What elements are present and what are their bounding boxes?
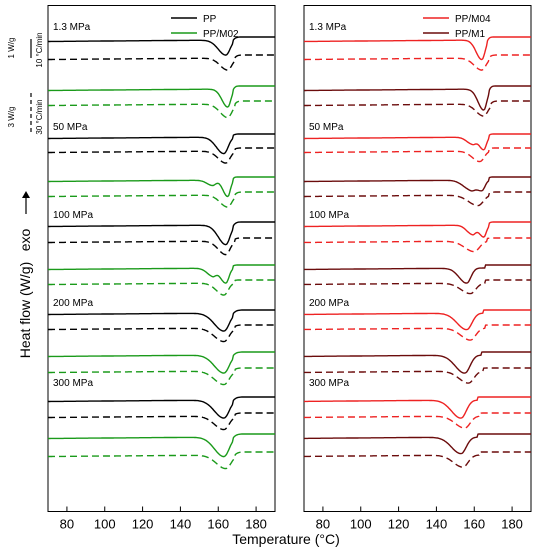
right-pressure-label: 100 MPa <box>309 210 349 221</box>
scale-bar-2-rate: 30 °C/min <box>35 99 44 134</box>
left-curve-pp-1.3mpa-solid <box>48 36 275 56</box>
right-curve-pp-m04-300mpa-dashed <box>304 412 531 429</box>
left-curve-pp-m02-300mpa-dashed <box>48 451 275 470</box>
scale-bar-1-value: 1 W/g <box>7 38 16 59</box>
right-curve-pp-m04-100mpa-solid <box>304 221 531 238</box>
right-curve-pp-m1-300mpa-solid <box>304 433 531 455</box>
panel-right: 80 100 120 140 160 180 1.3 MPa 50 MPa 100 MPa 20… <box>303 5 532 532</box>
left-curve-pp-m02-100mpa-solid <box>48 264 275 284</box>
right-curve-pp-m1-100mpa-dashed <box>304 279 531 295</box>
right-curve-pp-m04-200mpa-dashed <box>304 324 531 341</box>
left-legend-label: PP/M02 <box>203 29 239 40</box>
left-curve-pp-100mpa-solid <box>48 221 275 246</box>
exo-label: exo <box>17 229 33 252</box>
left-legend-label: PP <box>203 14 217 25</box>
right-x-tick-label: 80 <box>316 517 330 532</box>
left-x-tick-label: 80 <box>60 517 74 532</box>
left-pressure-label: 50 MPa <box>53 122 88 133</box>
left-curve-pp-m02-1.3mpa-solid <box>48 85 275 108</box>
left-curve-pp-m02-1.3mpa-dashed <box>48 100 275 119</box>
y-axis-title: Heat flow (W/g) <box>17 262 33 358</box>
left-pressure-label: 200 MPa <box>53 298 93 309</box>
right-curve-pp-m1-300mpa-dashed <box>304 451 531 468</box>
right-curve-pp-m04-200mpa-solid <box>304 309 531 331</box>
left-curve-pp-m02-200mpa-solid <box>48 351 275 374</box>
left-pressure-label: 1.3 MPa <box>53 22 91 33</box>
scale-bar-2-value: 3 W/g <box>7 107 16 128</box>
right-curve-pp-m04-300mpa-solid <box>304 396 531 419</box>
exo-arrow <box>22 191 30 214</box>
right-curve-pp-m04-1.3mpa-solid <box>303 36 531 61</box>
right-pressure-label: 300 MPa <box>309 378 349 389</box>
right-x-tick-label: 100 <box>350 517 372 532</box>
panel-right-frame <box>303 5 532 512</box>
right-curve-pp-m04-100mpa-dashed <box>303 237 531 253</box>
right-pressure-label: 200 MPa <box>309 298 349 309</box>
left-pressure-label: 100 MPa <box>53 210 93 221</box>
right-curve-pp-m04-1.3mpa-dashed <box>304 54 531 71</box>
left-curve-pp-300mpa-solid <box>48 396 275 419</box>
left-curve-pp-m02-50mpa-solid <box>48 176 275 198</box>
left-curve-pp-m02-100mpa-dashed <box>48 279 275 296</box>
right-curve-pp-m1-50mpa-solid <box>304 176 531 192</box>
left-curve-pp-m02-300mpa-solid <box>48 433 275 458</box>
left-x-tick-label: 160 <box>207 517 229 532</box>
left-x-tick-label: 100 <box>94 517 116 532</box>
right-curve-pp-m1-100mpa-solid <box>304 264 531 284</box>
panel-left: 80 100 120 140 160 180 1.3 MPa 50 MPa 100 MPa 20… <box>47 5 276 532</box>
right-legend-label: PP/M04 <box>455 14 491 25</box>
left-curve-pp-200mpa-solid <box>48 309 275 332</box>
scale-bar-2: 3 W/g 30 °C/min <box>7 93 44 135</box>
right-pressure-label: 1.3 MPa <box>309 22 347 33</box>
left-curve-pp-m02-50mpa-dashed <box>48 191 275 208</box>
scale-bar-1-rate: 10 °C/min <box>35 32 44 67</box>
right-pressure-label: 50 MPa <box>309 122 344 133</box>
left-curve-pp-1.3mpa-dashed <box>48 54 275 71</box>
right-legend-label: PP/M1 <box>455 29 485 40</box>
right-curve-pp-m04-50mpa-dashed <box>304 147 531 163</box>
scale-bar-1: 1 W/g 10 °C/min <box>7 32 44 67</box>
left-x-tick-label: 180 <box>245 517 267 532</box>
left-curve-pp-50mpa-dashed <box>48 147 275 164</box>
left-curve-pp-300mpa-dashed <box>48 412 275 431</box>
left-curve-pp-m02-200mpa-dashed <box>48 367 275 386</box>
left-pressure-label: 300 MPa <box>53 378 93 389</box>
panel-left-frame <box>47 5 276 512</box>
right-x-tick-label: 140 <box>426 517 448 532</box>
x-axis-title: Temperature (°C) <box>232 531 340 547</box>
right-x-tick-label: 180 <box>501 517 523 532</box>
right-curve-pp-m04-50mpa-solid <box>304 133 531 151</box>
right-curve-pp-m1-200mpa-dashed <box>304 367 531 384</box>
right-curve-pp-m1-50mpa-dashed <box>304 191 531 207</box>
right-curve-pp-m1-1.3mpa-dashed <box>304 100 531 117</box>
left-x-tick-label: 140 <box>170 517 192 532</box>
left-curve-pp-200mpa-dashed <box>48 324 275 343</box>
right-curve-pp-m1-200mpa-solid <box>304 351 531 374</box>
left-x-tick-label: 120 <box>132 517 154 532</box>
right-x-tick-label: 160 <box>463 517 485 532</box>
left-curve-pp-50mpa-solid <box>48 133 275 155</box>
right-curve-pp-m1-1.3mpa-solid <box>304 85 531 111</box>
right-x-tick-label: 120 <box>388 517 410 532</box>
left-curve-pp-100mpa-dashed <box>48 237 275 256</box>
